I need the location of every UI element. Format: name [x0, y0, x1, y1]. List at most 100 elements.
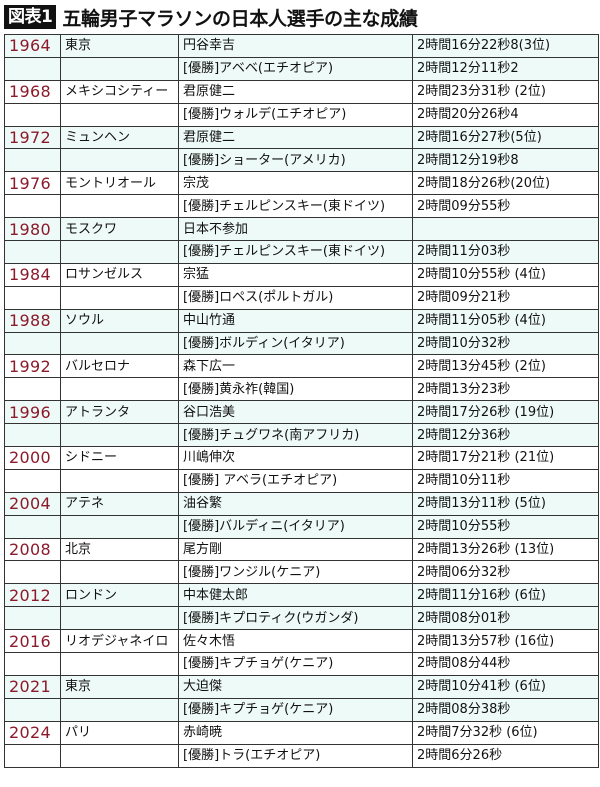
winner-cell: [優勝]トラ(エチオピア): [178, 743, 413, 768]
table-row-japanese: 2012 ロンドン 中本健太郎 2時間11分16秒 (6位): [4, 583, 599, 608]
winner-time-cell: 2時間12分11秒2: [412, 56, 599, 81]
table-row-japanese: 1968 メキシコシティー 君原健二 2時間23分31秒 (2位): [4, 79, 599, 104]
city-cell: 北京: [60, 537, 179, 562]
table-row-winner: [優勝]バルディニ(イタリア) 2時間10分55秒: [4, 514, 599, 539]
table-row-winner: [優勝]キプチョゲ(ケニア) 2時間08分44秒: [4, 652, 599, 676]
table-row-winner: [優勝]キプチョゲ(ケニア) 2時間08分38秒: [4, 697, 599, 722]
winner-time-cell: 2時間08分44秒: [412, 652, 599, 676]
table-row-winner: [優勝]チェルピンスキー(東ドイツ) 2時間11分03秒: [4, 240, 599, 264]
japanese-runner-cell: 尾方剛: [178, 537, 413, 562]
japanese-runner-cell: 佐々木悟: [178, 629, 413, 654]
table-row-japanese: 2008 北京 尾方剛 2時間13分26秒 (13位): [4, 537, 599, 562]
winner-cell: [優勝]ショーター(アメリカ): [178, 148, 413, 173]
empty-cell: [4, 423, 61, 448]
japanese-runner-cell: 中本健太郎: [178, 583, 413, 608]
city-cell: 東京: [60, 34, 179, 58]
city-cell: パリ: [60, 720, 179, 745]
japanese-runner-cell: 宗猛: [178, 262, 413, 287]
empty-cell: [60, 468, 179, 493]
city-cell: ソウル: [60, 308, 179, 333]
city-cell: リオデジャネイロ: [60, 629, 179, 654]
city-cell: バルセロナ: [60, 354, 179, 379]
japanese-time-cell: 2時間13分57秒 (16位): [412, 629, 599, 654]
japanese-time-cell: 2時間13分26秒 (13位): [412, 537, 599, 562]
table-row-winner: [優勝]ウォルデ(エチオピア) 2時間20分26秒4: [4, 102, 599, 127]
empty-cell: [4, 148, 61, 173]
empty-cell: [4, 194, 61, 219]
table-row-winner: [優勝]ボルディン(イタリア) 2時間10分32秒: [4, 331, 599, 356]
year-cell: 1992: [4, 354, 61, 379]
japanese-runner-cell: 円谷幸吉: [178, 34, 413, 58]
japanese-time-cell: 2時間10分55秒 (4位): [412, 262, 599, 287]
empty-cell: [60, 423, 179, 448]
winner-time-cell: 2時間13分23秒: [412, 377, 599, 402]
japanese-time-cell: 2時間13分45秒 (2位): [412, 354, 599, 379]
city-cell: シドニー: [60, 446, 179, 470]
winner-cell: [優勝]バルディニ(イタリア): [178, 514, 413, 539]
empty-cell: [60, 148, 179, 173]
city-cell: ミュンヘン: [60, 125, 179, 150]
japanese-time-cell: 2時間17分26秒 (19位): [412, 400, 599, 425]
japanese-time-cell: 2時間17分21秒 (21位): [412, 446, 599, 470]
japanese-runner-cell: 大迫傑: [178, 674, 413, 699]
empty-cell: [4, 102, 61, 127]
empty-cell: [60, 102, 179, 127]
table-row-winner: [優勝] アベラ(エチオピア) 2時間10分11秒: [4, 468, 599, 493]
marathon-results-table: 1964 東京 円谷幸吉 2時間16分22秒8(3位) [優勝]アベベ(エチオピア) 2時…: [4, 34, 599, 768]
table-row-japanese: 1980 モスクワ 日本不参加: [4, 217, 599, 242]
table-row-japanese: 1964 東京 円谷幸吉 2時間16分22秒8(3位): [4, 34, 599, 58]
table-row-japanese: 2016 リオデジャネイロ 佐々木悟 2時間13分57秒 (16位): [4, 629, 599, 654]
year-cell: 1984: [4, 262, 61, 287]
winner-time-cell: 2時間20分26秒4: [412, 102, 599, 127]
winner-cell: [優勝]チュグワネ(南アフリカ): [178, 423, 413, 448]
winner-time-cell: 2時間12分19秒8: [412, 148, 599, 173]
japanese-time-cell: 2時間16分22秒8(3位): [412, 34, 599, 58]
table-row-winner: [優勝]ワンジル(ケニア) 2時間06分32秒: [4, 560, 599, 585]
japanese-runner-cell: 川嶋伸次: [178, 446, 413, 470]
winner-cell: [優勝]チェルピンスキー(東ドイツ): [178, 194, 413, 219]
japanese-runner-cell: 宗茂: [178, 171, 413, 196]
table-row-japanese: 1976 モントリオール 宗茂 2時間18分26秒(20位): [4, 171, 599, 196]
year-cell: 1964: [4, 34, 61, 58]
winner-cell: [優勝]ワンジル(ケニア): [178, 560, 413, 585]
table-row-winner: [優勝]キプロティク(ウガンダ) 2時間08分01秒: [4, 606, 599, 631]
year-cell: 2008: [4, 537, 61, 562]
empty-cell: [4, 377, 61, 402]
figure-title: 五輪男子マラソンの日本人選手の主な成績: [62, 7, 418, 30]
empty-cell: [60, 514, 179, 539]
figure-header: 図表1 五輪男子マラソンの日本人選手の主な成績: [4, 4, 418, 30]
japanese-time-cell: 2時間23分31秒 (2位): [412, 79, 599, 104]
empty-cell: [60, 56, 179, 81]
japanese-time-cell: 2時間16分27秒(5位): [412, 125, 599, 150]
table-row-japanese: 2021 東京 大迫傑 2時間10分41秒 (6位): [4, 674, 599, 699]
winner-time-cell: 2時間10分32秒: [412, 331, 599, 356]
year-cell: 1972: [4, 125, 61, 150]
winner-time-cell: 2時間09分55秒: [412, 194, 599, 219]
empty-cell: [60, 743, 179, 768]
city-cell: モントリオール: [60, 171, 179, 196]
table-row-japanese: 1996 アトランタ 谷口浩美 2時間17分26秒 (19位): [4, 400, 599, 425]
winner-time-cell: 2時間6分26秒: [412, 743, 599, 768]
table-row-japanese: 1992 バルセロナ 森下広一 2時間13分45秒 (2位): [4, 354, 599, 379]
table-row-winner: [優勝]アベベ(エチオピア) 2時間12分11秒2: [4, 56, 599, 81]
winner-time-cell: 2時間10分11秒: [412, 468, 599, 493]
table-row-winner: [優勝]チュグワネ(南アフリカ) 2時間12分36秒: [4, 423, 599, 448]
year-cell: 2004: [4, 491, 61, 516]
year-cell: 2024: [4, 720, 61, 745]
winner-time-cell: 2時間08分38秒: [412, 697, 599, 722]
winner-cell: [優勝]キプチョゲ(ケニア): [178, 697, 413, 722]
empty-cell: [4, 285, 61, 310]
city-cell: 東京: [60, 674, 179, 699]
table-row-winner: [優勝]チェルピンスキー(東ドイツ) 2時間09分55秒: [4, 194, 599, 219]
japanese-time-cell: 2時間11分16秒 (6位): [412, 583, 599, 608]
year-cell: 1968: [4, 79, 61, 104]
japanese-time-cell: 2時間11分05秒 (4位): [412, 308, 599, 333]
japanese-runner-cell: 中山竹通: [178, 308, 413, 333]
year-cell: 1988: [4, 308, 61, 333]
japanese-runner-cell: 赤崎暁: [178, 720, 413, 745]
japanese-runner-cell: 日本不参加: [178, 217, 413, 242]
year-cell: 1976: [4, 171, 61, 196]
empty-cell: [60, 285, 179, 310]
table-row-japanese: 1988 ソウル 中山竹通 2時間11分05秒 (4位): [4, 308, 599, 333]
table-row-japanese: 2024 パリ 赤崎暁 2時間7分32秒 (6位): [4, 720, 599, 745]
